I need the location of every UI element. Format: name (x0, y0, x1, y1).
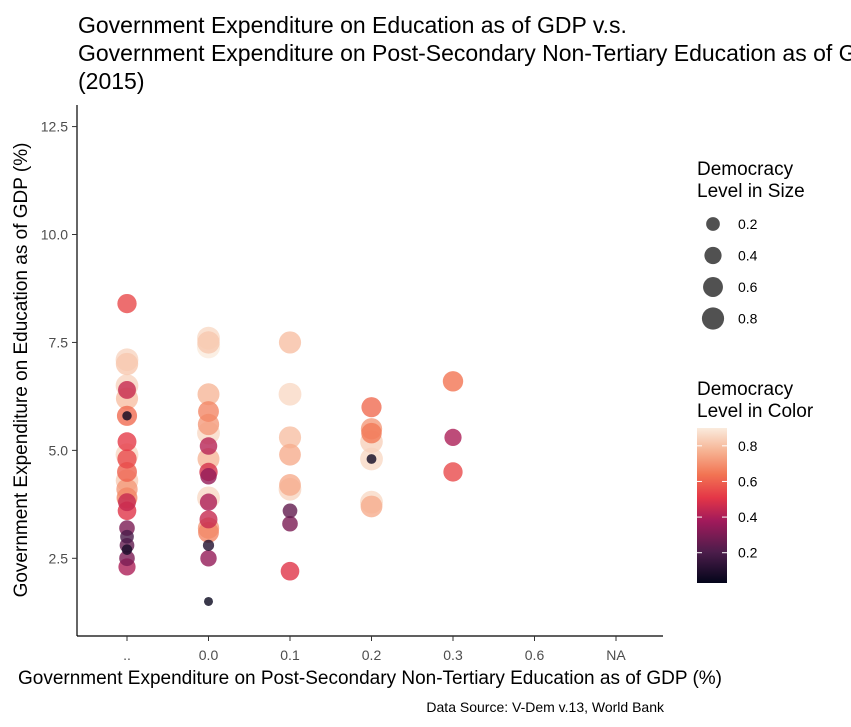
data-point (442, 371, 464, 392)
x-axis-ticks: .. 0.0 0.1 0.2 0.3 0.6 NA (123, 636, 626, 663)
data-point (197, 448, 220, 470)
data-point (279, 443, 301, 466)
x-tick-label: 0.6 (525, 647, 545, 663)
color-legend-title-line-2: Level in Color (697, 401, 814, 422)
color-legend-ticks: 0.2 0.4 0.6 0.8 (697, 438, 758, 561)
data-point (199, 437, 218, 455)
color-legend-title-line-1: Democracy (697, 379, 794, 400)
data-point (366, 454, 377, 464)
size-legend-label: 0.8 (738, 311, 758, 327)
size-legend-key (704, 246, 722, 265)
data-point (443, 462, 463, 482)
color-legend-label: 0.2 (738, 545, 758, 561)
y-tick-label: 12.5 (41, 119, 68, 135)
size-legend-key (703, 277, 723, 297)
chart-title-line-2: Government Expenditure on Post-Secondary… (78, 40, 851, 66)
data-source-caption: Data Source: V-Dem v.13, World Bank (426, 699, 665, 715)
data-point (117, 293, 137, 314)
y-tick-label: 2.5 (49, 550, 69, 566)
data-point (361, 422, 382, 444)
color-legend-bar (697, 428, 727, 583)
data-point (117, 449, 137, 469)
data-point (361, 397, 382, 418)
x-tick-label: 0.0 (199, 647, 219, 663)
data-point (444, 428, 462, 447)
x-tick-label: NA (606, 647, 626, 663)
data-point (118, 380, 136, 399)
size-legend-key (706, 217, 720, 231)
data-point (204, 596, 213, 606)
x-tick-label: 0.2 (362, 647, 382, 663)
size-legend-title-line-1: Democracy (697, 159, 794, 180)
x-tick-label: 0.1 (280, 647, 300, 663)
data-point (279, 474, 301, 496)
size-legend-label: 0.2 (738, 216, 758, 232)
chart-title-line-3: (2015) (78, 68, 144, 94)
data-point (200, 550, 217, 567)
data-point (202, 539, 215, 551)
y-tick-label: 7.5 (49, 334, 69, 350)
size-legend-key (701, 307, 725, 330)
size-legend-keys: 0.2 0.4 0.6 0.8 (701, 216, 758, 330)
data-point (197, 331, 220, 354)
size-legend-label: 0.4 (738, 248, 758, 264)
data-point (122, 411, 132, 421)
data-point (118, 493, 136, 512)
data-point (282, 503, 298, 519)
data-point (199, 510, 218, 529)
y-axis-title: Government Expenditure on Education as o… (11, 143, 32, 598)
data-point (280, 561, 300, 581)
chart-title-line-1: Government Expenditure on Education as o… (78, 12, 627, 38)
data-point (282, 515, 298, 532)
data-point (278, 426, 302, 449)
data-point (198, 521, 219, 543)
size-legend-title-line-2: Level in Size (697, 181, 805, 202)
data-point (117, 432, 137, 452)
data-point (115, 352, 139, 376)
x-axis-title: Government Expenditure on Post-Secondary… (18, 668, 722, 689)
data-point (120, 529, 134, 544)
data-points (115, 293, 464, 606)
data-point (199, 493, 218, 511)
color-legend-label: 0.8 (738, 438, 758, 454)
size-legend: Democracy Level in Size 0.2 0.4 0.6 0.8 (697, 159, 805, 330)
data-point (121, 544, 133, 555)
data-point (200, 468, 217, 485)
size-legend-label: 0.6 (738, 279, 758, 295)
y-tick-label: 10.0 (41, 227, 68, 243)
x-tick-label: .. (123, 647, 131, 663)
color-legend: Democracy Level in Color 0.2 0.4 0.6 0.8 (697, 379, 814, 583)
data-point (360, 495, 383, 518)
x-tick-label: 0.3 (443, 647, 463, 663)
color-legend-label: 0.4 (738, 509, 758, 525)
data-point (197, 383, 220, 406)
data-point (119, 550, 135, 567)
y-tick-label: 5.0 (49, 442, 69, 458)
data-point (278, 382, 302, 406)
y-axis-ticks: 2.5 5.0 7.5 10.0 12.5 (41, 119, 77, 566)
color-legend-label: 0.6 (738, 473, 758, 489)
data-point (198, 401, 219, 422)
data-point (278, 331, 302, 354)
